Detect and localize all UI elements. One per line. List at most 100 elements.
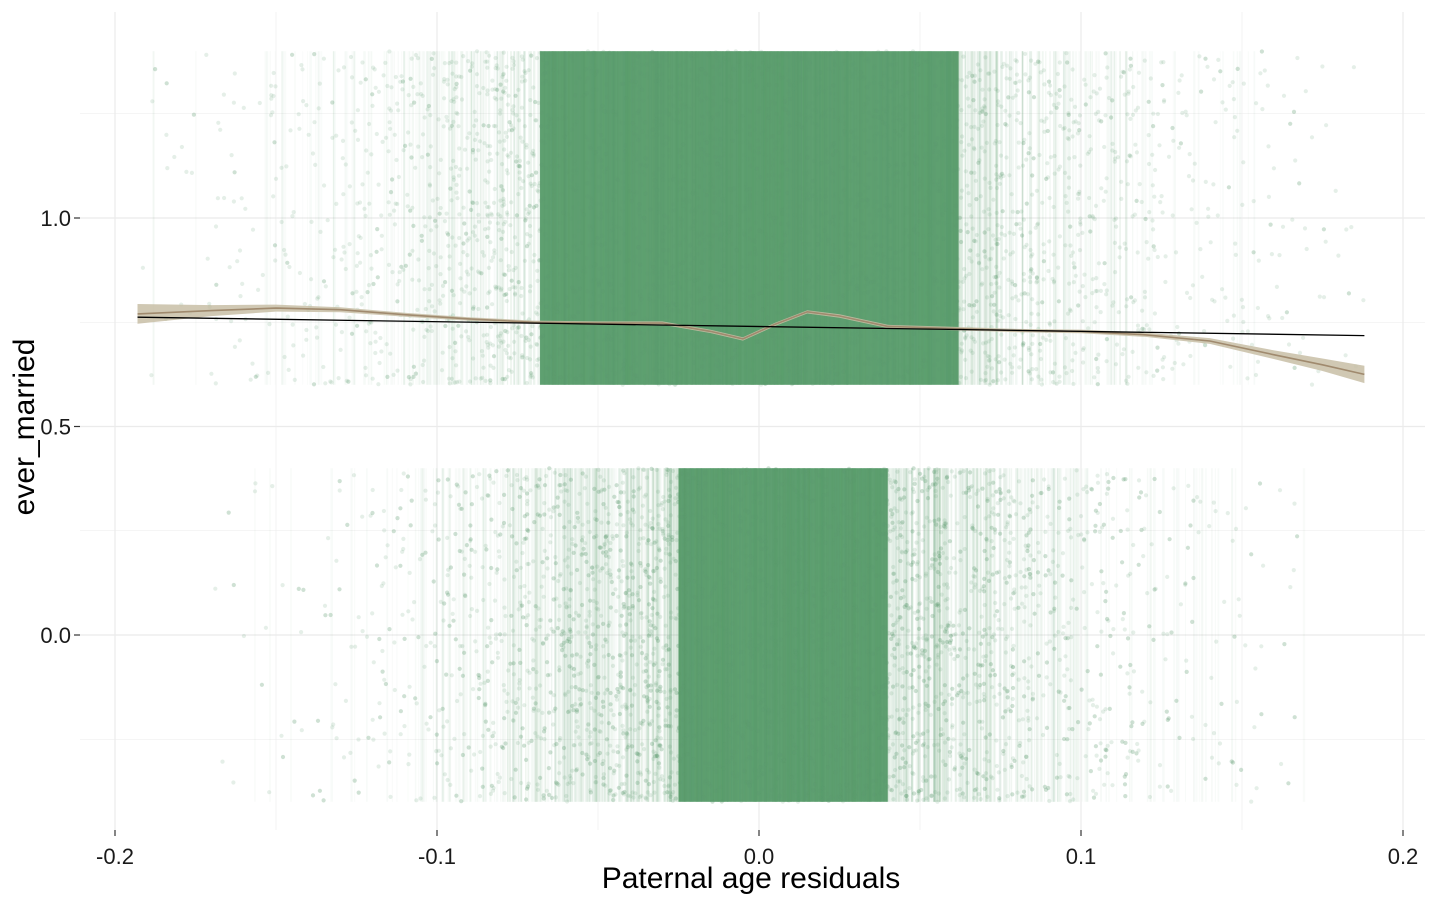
streak	[792, 51, 796, 385]
streak	[973, 51, 976, 385]
point	[502, 147, 507, 152]
streak	[751, 51, 755, 385]
streak	[594, 51, 596, 385]
point	[859, 52, 865, 57]
point	[956, 308, 961, 313]
point	[816, 133, 821, 138]
point	[954, 223, 959, 228]
point	[994, 185, 1000, 191]
point	[1028, 247, 1033, 253]
streak	[887, 51, 890, 385]
streak	[317, 51, 319, 385]
streak	[1219, 51, 1221, 385]
streak	[640, 51, 643, 385]
point	[820, 318, 825, 323]
point	[696, 88, 701, 93]
point	[1058, 123, 1063, 129]
point	[599, 233, 605, 238]
streak	[528, 51, 532, 385]
streak	[781, 51, 784, 385]
streak	[761, 51, 764, 385]
point	[941, 191, 946, 196]
streak	[1000, 51, 1003, 385]
point	[1102, 144, 1107, 150]
streak	[1089, 51, 1092, 385]
point	[888, 377, 893, 383]
point	[607, 72, 612, 77]
point	[955, 118, 960, 123]
point	[652, 257, 657, 262]
point	[772, 234, 777, 239]
point	[959, 78, 965, 83]
point	[213, 224, 219, 229]
point	[829, 275, 834, 280]
point	[669, 337, 674, 342]
streak	[703, 51, 706, 385]
point	[983, 350, 988, 355]
point	[1057, 374, 1062, 379]
streak	[879, 51, 881, 385]
point	[240, 281, 245, 286]
point	[787, 158, 792, 163]
point	[597, 174, 602, 179]
point	[1045, 161, 1050, 166]
point	[827, 107, 832, 112]
streak	[983, 51, 987, 385]
point	[608, 189, 613, 194]
point	[749, 328, 755, 333]
point	[283, 252, 288, 257]
point	[316, 295, 321, 300]
point	[831, 83, 836, 88]
point	[792, 200, 797, 205]
point	[707, 256, 713, 261]
point	[679, 223, 684, 229]
streak	[918, 51, 922, 385]
streak	[773, 51, 775, 385]
point	[995, 88, 1000, 93]
streak	[1015, 51, 1018, 385]
point	[756, 353, 761, 358]
point	[606, 374, 611, 379]
streak	[982, 51, 985, 385]
streak	[971, 51, 974, 385]
point	[795, 373, 800, 378]
point	[1051, 380, 1056, 385]
point	[881, 332, 886, 337]
streak	[903, 51, 906, 385]
point	[634, 60, 639, 66]
point	[450, 71, 455, 76]
point	[340, 138, 346, 143]
point	[984, 140, 990, 145]
point	[652, 171, 657, 176]
point	[456, 124, 461, 129]
point	[923, 151, 929, 156]
streak	[668, 51, 671, 385]
point	[899, 303, 904, 308]
streak	[513, 51, 516, 385]
point	[606, 109, 611, 114]
point	[771, 328, 776, 333]
point	[891, 111, 896, 116]
point	[823, 149, 828, 154]
point	[555, 238, 560, 243]
point	[1034, 188, 1039, 193]
point	[715, 59, 720, 64]
streak	[506, 51, 509, 385]
point	[880, 106, 885, 111]
point	[552, 68, 557, 73]
streak	[447, 51, 451, 385]
point	[997, 285, 1002, 290]
streak	[1109, 51, 1112, 385]
streak	[612, 51, 615, 385]
streak	[637, 51, 639, 385]
point	[620, 179, 626, 185]
streak	[797, 51, 799, 385]
point	[656, 382, 661, 387]
point	[557, 69, 562, 75]
point	[836, 249, 842, 254]
point	[810, 107, 816, 112]
point	[865, 234, 870, 239]
streak	[757, 51, 761, 385]
point	[886, 140, 892, 146]
streak	[656, 51, 659, 385]
